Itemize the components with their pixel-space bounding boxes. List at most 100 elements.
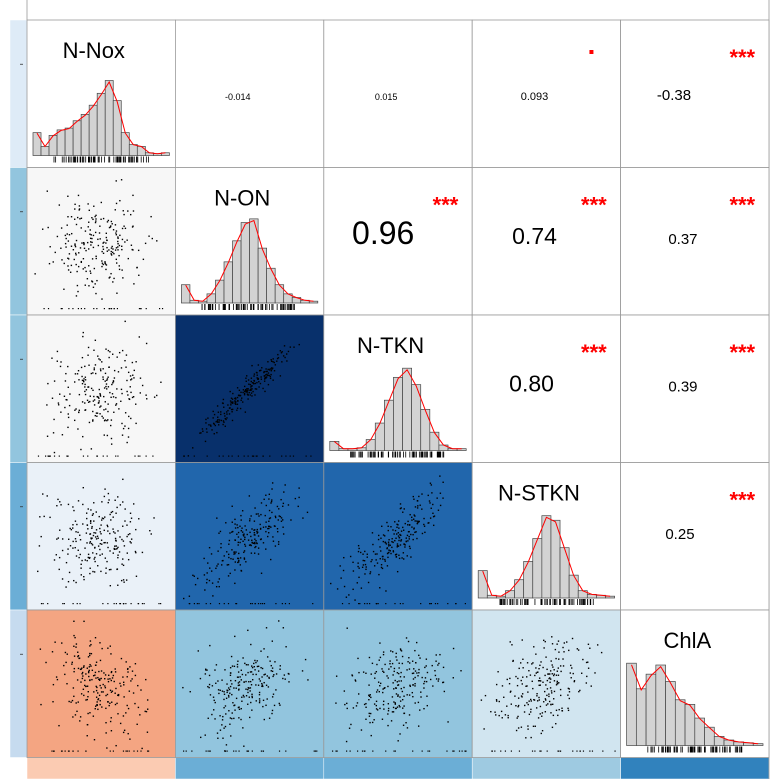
scatter-point [84,402,86,404]
scatter-point [117,546,119,549]
scatter-point [274,515,277,517]
scatter-point [379,558,381,560]
scatter-point [98,232,101,234]
scatter-point [268,369,271,371]
correlation-value: 0.015 [375,92,398,102]
scatter-point [236,666,239,668]
correlation-value: 0.25 [665,526,694,543]
histogram-bar [72,120,82,156]
scatter-point [117,713,119,715]
scatter-point [243,557,246,559]
scatter-point [218,532,220,534]
scatter-point [402,724,405,726]
scatter-point [316,750,318,752]
scatter-point [47,603,49,605]
scatter-point [49,455,51,457]
scatter-point [247,750,250,752]
scatter-panel [26,462,176,611]
scatter-point [56,505,58,507]
scatter-point [87,553,90,556]
scatter-point [417,521,420,523]
scatter-point [130,603,132,605]
matrix-cell [471,609,622,758]
scatter-point [106,388,108,390]
scatter-point [556,683,559,685]
scatter-point [189,691,191,693]
scatter-point [403,712,406,715]
scatter-point [109,720,112,723]
scatter-point [76,373,79,375]
scatter-point [536,695,538,697]
scatter-point [117,246,119,248]
scatter-point [506,678,508,681]
scatter-point [92,400,95,402]
scatter-point [121,248,123,251]
scatter-point [260,378,263,380]
scatter-point [119,234,121,237]
scatter-point [539,750,541,752]
scatter-point [251,709,253,711]
scatter-point [430,484,433,486]
scatter-point [442,681,444,684]
scatter-point [526,676,528,678]
scatter-point [100,691,103,693]
scatter-point [365,672,367,674]
scatter-point [132,374,134,376]
scatter-point [512,659,514,662]
scatter-point [74,538,77,540]
scatter-point [98,397,100,399]
scatter-point [219,689,221,692]
scatter-point [229,685,232,688]
scatter-point [240,718,242,721]
scatter-point [109,226,112,228]
scatter-point [435,678,438,680]
histogram-bar [420,408,431,451]
scatter-point [209,750,211,752]
scatter-point [248,696,250,698]
scatter-point [546,688,549,690]
scatter-point [254,529,256,531]
scatter-point [548,677,550,680]
scatter-point [82,523,84,525]
scatter-point [258,381,260,383]
scatter-point [225,744,228,746]
scatter-point [245,680,247,683]
scatter-point [265,504,267,507]
scatter-point [522,667,524,669]
scatter-point [423,687,425,689]
scatter-point [545,699,547,701]
scatter-point [541,715,543,717]
scatter-point [117,236,119,238]
scatter-point [249,389,251,391]
scatter-point [81,375,83,378]
scatter-point [73,579,75,582]
scatter-point [253,379,255,382]
scatter-point [272,379,274,381]
scatter-point [414,682,416,685]
scatter-point [429,517,432,519]
scatter-point [106,419,108,422]
scatter-point [375,700,378,703]
scatter-point [419,657,421,659]
scatter-point [561,707,563,709]
scatter-point [548,700,551,703]
scatter-point [550,703,552,706]
scatter-point [259,523,261,526]
scatter-point [111,701,113,703]
scatter-point [543,690,546,693]
scatter-point [400,534,402,537]
variable-label: N-ON [214,186,270,211]
scatter-point [257,378,259,380]
scatter-point [113,308,115,310]
scatter-point [280,498,282,501]
scatter-point [70,245,73,247]
scatter-point [87,691,89,693]
scatter-point [439,504,442,507]
scatter-point [68,234,71,236]
scatter-point [77,500,80,502]
scatter-point [390,720,393,722]
scatter-point [212,410,214,413]
scatter-point [254,659,256,662]
scatter-point [283,674,286,676]
scatter-point [549,681,551,684]
